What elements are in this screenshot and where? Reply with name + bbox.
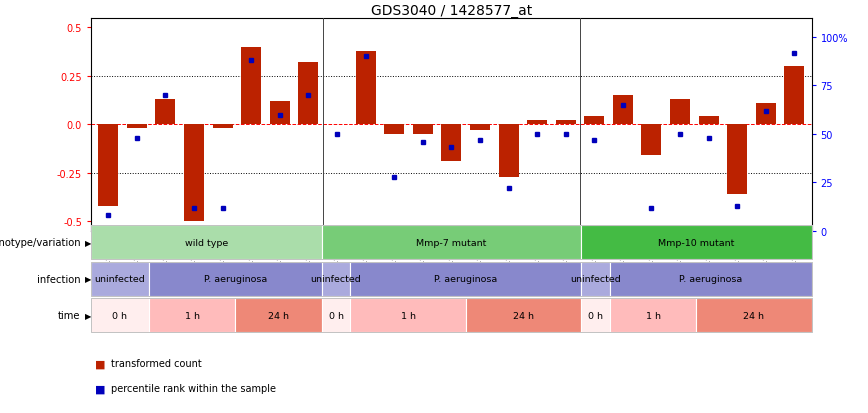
Text: P. aeruginosa: P. aeruginosa (434, 275, 497, 284)
Bar (584, 117, 604, 125)
Bar (127, 125, 147, 129)
Text: 0 h: 0 h (113, 311, 128, 320)
Bar (527, 121, 547, 125)
Bar (641, 125, 661, 156)
Text: 1 h: 1 h (646, 311, 661, 320)
Text: time: time (58, 311, 81, 320)
Bar (470, 125, 490, 131)
Text: uninfected: uninfected (570, 275, 621, 284)
Bar (413, 125, 433, 135)
Bar (270, 102, 290, 125)
Text: 1 h: 1 h (185, 311, 200, 320)
Text: 24 h: 24 h (513, 311, 534, 320)
Text: transformed count: transformed count (111, 358, 202, 368)
Text: ▶: ▶ (85, 238, 91, 247)
Bar (299, 63, 319, 125)
Text: ▶: ▶ (85, 275, 91, 284)
Text: uninfected: uninfected (311, 275, 361, 284)
Bar (241, 47, 261, 125)
Text: Mmp-7 mutant: Mmp-7 mutant (416, 238, 487, 247)
Text: 0 h: 0 h (588, 311, 603, 320)
Text: ▶: ▶ (85, 311, 91, 320)
Text: P. aeruginosa: P. aeruginosa (679, 275, 742, 284)
Text: 0 h: 0 h (329, 311, 344, 320)
Text: 24 h: 24 h (268, 311, 289, 320)
Text: wild type: wild type (185, 238, 228, 247)
Text: infection: infection (37, 274, 81, 284)
Text: ■: ■ (95, 358, 106, 368)
Title: GDS3040 / 1428577_at: GDS3040 / 1428577_at (371, 4, 532, 18)
Bar (213, 125, 233, 129)
Bar (498, 125, 518, 177)
Bar (756, 104, 776, 125)
Bar (356, 52, 376, 125)
Bar (385, 125, 404, 135)
Text: uninfected: uninfected (95, 275, 145, 284)
Bar (556, 121, 575, 125)
Bar (699, 117, 719, 125)
Bar (441, 125, 462, 161)
Text: P. aeruginosa: P. aeruginosa (204, 275, 266, 284)
Bar (98, 125, 118, 206)
Text: percentile rank within the sample: percentile rank within the sample (111, 383, 276, 393)
Bar (155, 100, 175, 125)
Text: Mmp-10 mutant: Mmp-10 mutant (658, 238, 734, 247)
Bar (184, 125, 204, 222)
Text: 1 h: 1 h (401, 311, 416, 320)
Bar (785, 67, 805, 125)
Text: ■: ■ (95, 383, 106, 393)
Bar (613, 96, 633, 125)
Text: 24 h: 24 h (744, 311, 765, 320)
Text: genotype/variation: genotype/variation (0, 238, 81, 248)
Bar (727, 125, 747, 195)
Bar (670, 100, 690, 125)
